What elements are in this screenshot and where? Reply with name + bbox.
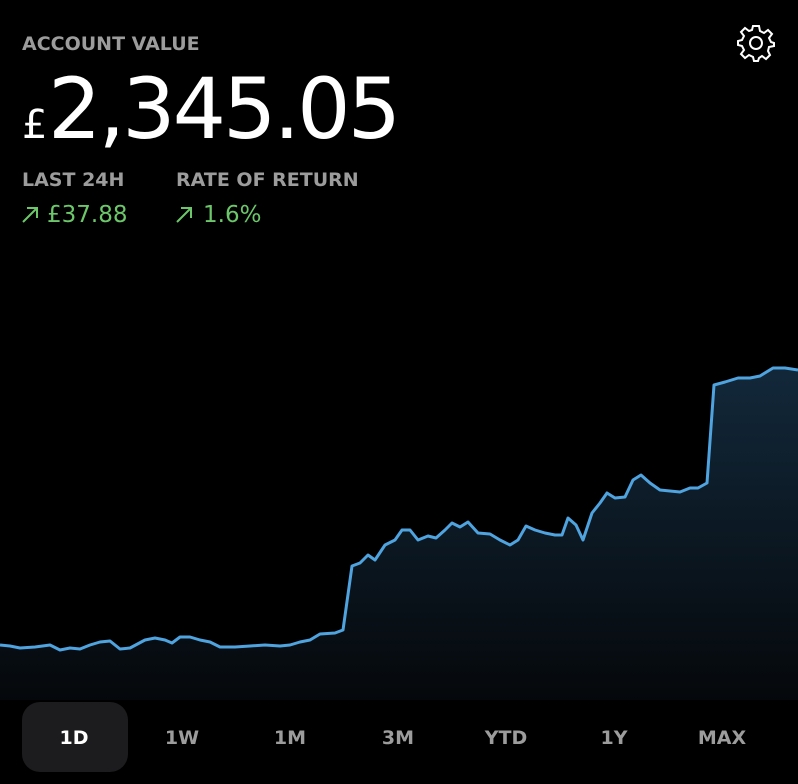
value-line	[0, 366, 798, 652]
stat-label: RATE OF RETURN	[176, 169, 359, 191]
time-range-tab[interactable]: 3M	[382, 727, 414, 749]
time-range-tab[interactable]: YTD	[484, 727, 528, 749]
stat-value: 1.6%	[203, 202, 261, 228]
selected-tab-bg	[22, 702, 128, 772]
account-label: ACCOUNT VALUE	[22, 33, 200, 55]
time-range-tab[interactable]: MAX	[698, 727, 747, 749]
time-range-tab[interactable]: 1M	[274, 727, 306, 749]
time-range-tab[interactable]: 1W	[165, 727, 199, 749]
time-range-tab[interactable]: 1D	[60, 727, 89, 749]
area-fill	[0, 368, 798, 700]
time-range-tab[interactable]: 1Y	[601, 727, 628, 749]
stat-value: £37.88	[47, 202, 127, 228]
currency: £	[22, 102, 47, 148]
account-amount: 2,345.05	[48, 60, 398, 158]
up-arrow	[22, 207, 192, 223]
stat-label: LAST 24H	[22, 169, 124, 191]
settings-icon[interactable]	[737, 25, 775, 62]
